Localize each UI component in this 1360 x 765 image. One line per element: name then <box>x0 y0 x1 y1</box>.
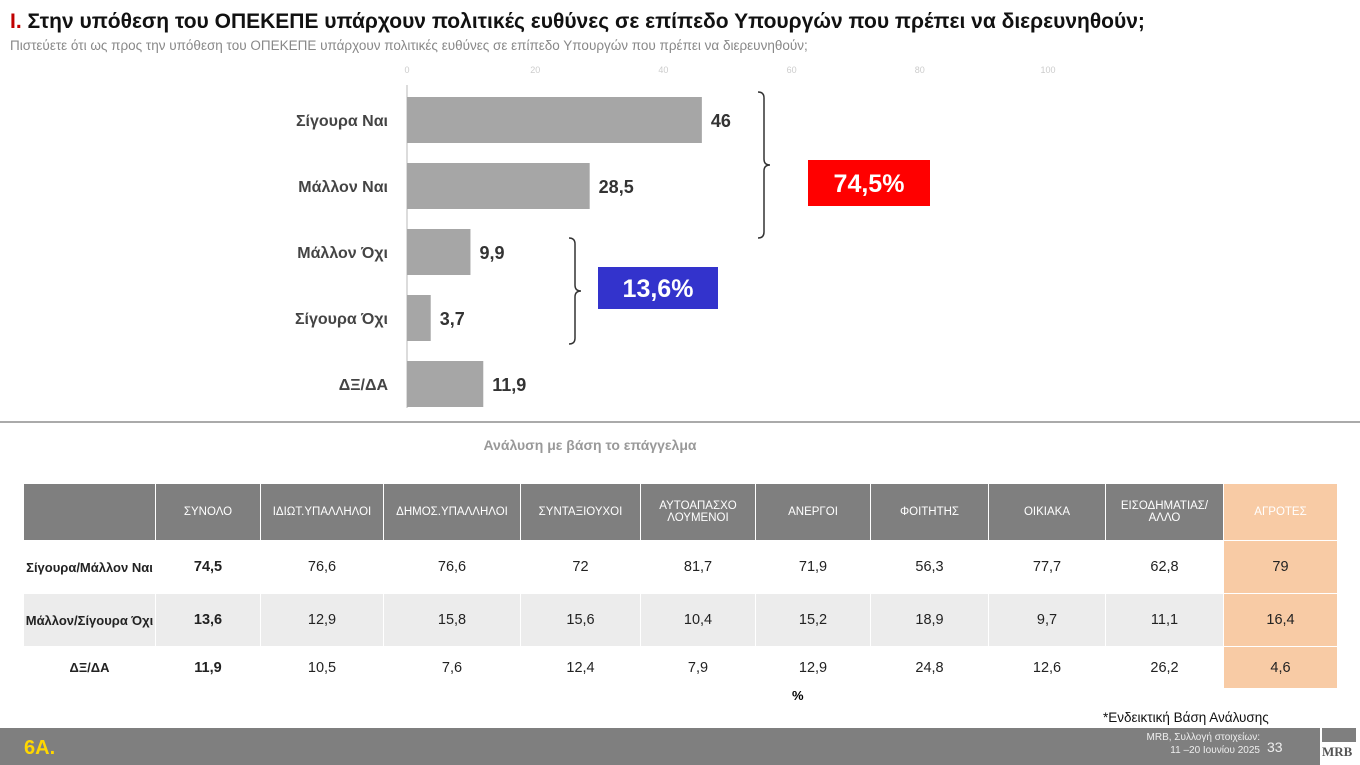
category-label: Σίγουρα Όχι <box>295 311 388 328</box>
table-row: Σίγουρα/Μάλλον Ναι 74,5 76,6 76,6 72 81,7 71,9… <box>23 540 1338 594</box>
data-label: 3,7 <box>440 309 465 329</box>
column-header: ΑΓΡΟΤΕΣ <box>1223 483 1338 541</box>
bracket <box>568 237 582 345</box>
category-label: ΔΞ/ΔΑ <box>339 377 389 394</box>
table-cell: 15,6 <box>520 593 641 647</box>
column-header: ΑΝΕΡΓΟΙ <box>755 483 871 541</box>
category-label: Σίγουρα Ναι <box>296 113 388 130</box>
breakdown-table: ΣΥΝΟΛΟ ΙΔΙΩΤ.ΥΠΑΛΛΗΛΟΙ ΔΗΜΟΣ.ΥΠΑΛΛΗΛΟΙ ΣΥΝΤ… <box>23 483 1338 689</box>
x-tick-label: 0 <box>404 65 409 75</box>
table-cell: 15,2 <box>755 593 871 647</box>
table-cell: 4,6 <box>1223 646 1338 689</box>
table-cell: 12,9 <box>755 646 871 689</box>
column-header: ΟΙΚΙΑΚΑ <box>988 483 1106 541</box>
mrb-logo: MRB <box>1322 728 1358 765</box>
column-header: ΔΗΜΟΣ.ΥΠΑΛΛΗΛΟΙ <box>383 483 521 541</box>
footer-bar <box>0 728 1320 765</box>
table-cell: 56,3 <box>870 540 989 594</box>
table-cell: 12,9 <box>260 593 384 647</box>
table-cell: 11,9 <box>155 646 261 689</box>
bar <box>407 163 590 209</box>
page-number: 33 <box>1267 739 1283 755</box>
table-cell: 11,1 <box>1105 593 1224 647</box>
unit-label: % <box>792 688 804 703</box>
table-row: Μάλλον/Σίγουρα Όχι 13,6 12,9 15,8 15,6 10,4 15… <box>23 593 1338 647</box>
data-label: 46 <box>711 111 731 131</box>
row-label: Μάλλον/Σίγουρα Όχι <box>23 593 156 647</box>
table-cell: 18,9 <box>870 593 989 647</box>
table-row: ΔΞ/ΔΑ 11,9 10,5 7,6 12,4 7,9 12,9 24,8 12,6 26,2 4… <box>23 646 1338 689</box>
column-header: ΙΔΙΩΤ.ΥΠΑΛΛΗΛΟΙ <box>260 483 384 541</box>
table-cell: 10,4 <box>640 593 756 647</box>
table-title: Ανάλυση με βάση το επάγγελμα <box>483 437 697 453</box>
footnote: *Ενδεικτική Βάση Ανάλυσης <box>1103 710 1269 725</box>
table-cell: 12,6 <box>988 646 1106 689</box>
column-header: ΦΟΙΤΗΤΗΣ <box>870 483 989 541</box>
x-tick-label: 40 <box>658 65 668 75</box>
total-box <box>808 160 930 206</box>
category-label: Μάλλον Ναι <box>298 179 388 196</box>
table-cell: 76,6 <box>260 540 384 594</box>
table-cell: 7,9 <box>640 646 756 689</box>
table-cell: 26,2 <box>1105 646 1224 689</box>
table-cell: 79 <box>1223 540 1338 594</box>
row-label: ΔΞ/ΔΑ <box>23 646 156 689</box>
bracket <box>757 91 771 239</box>
table-cell: 16,4 <box>1223 593 1338 647</box>
data-label: 9,9 <box>479 243 504 263</box>
x-tick-label: 80 <box>915 65 925 75</box>
column-header: ΕΙΣΟΔΗΜΑΤΙΑΣ/ ΑΛΛΟ <box>1105 483 1224 541</box>
source-note: MRB, Συλλογή στοιχείων: 11 –20 Ιουνίου 20… <box>1100 731 1260 757</box>
column-header: ΑΥΤΟΑΠΑΣΧΟ ΛΟΥΜΕΝΟΙ <box>640 483 756 541</box>
slide-number: 6Α. <box>24 737 56 759</box>
x-tick-label: 60 <box>787 65 797 75</box>
table-cell: 74,5 <box>155 540 261 594</box>
table-cell: 9,7 <box>988 593 1106 647</box>
column-header: ΣΥΝΤΑΞΙΟΥΧΟΙ <box>520 483 641 541</box>
bar <box>407 295 431 341</box>
source-dates: 11 –20 Ιουνίου 2025 <box>1170 745 1260 756</box>
row-label: Σίγουρα/Μάλλον Ναι <box>23 540 156 594</box>
column-header: ΣΥΝΟΛΟ <box>155 483 261 541</box>
subtitle: Πιστεύετε ότι ως προς την υπόθεση του ΟΠ… <box>10 38 808 53</box>
table-cell: 71,9 <box>755 540 871 594</box>
category-label: Μάλλον Όχι <box>297 245 388 262</box>
page-title: I. Στην υπόθεση του ΟΠΕΚΕΠΕ υπάρχουν πολ… <box>10 10 1145 34</box>
total-label: 74,5% <box>834 170 905 198</box>
total-box <box>598 267 718 309</box>
data-label: 28,5 <box>599 177 634 197</box>
data-label: 11,9 <box>492 375 526 395</box>
x-tick-label: 100 <box>1040 65 1055 75</box>
table-cell: 62,8 <box>1105 540 1224 594</box>
table-cell: 7,6 <box>383 646 521 689</box>
title-number: I. <box>10 10 22 33</box>
bar <box>407 97 702 143</box>
source-line: MRB, Συλλογή στοιχείων: <box>1146 732 1260 743</box>
bar-chart: 0 20 40 60 80 100 46 Σίγουρα Ναι 28,5 Μάλλον Ναι 9… <box>295 65 1056 408</box>
table-cell: 13,6 <box>155 593 261 647</box>
bar <box>407 361 484 407</box>
total-label: 13,6% <box>623 275 694 303</box>
table-cell: 24,8 <box>870 646 989 689</box>
table-cell: 76,6 <box>383 540 521 594</box>
column-header <box>23 483 156 541</box>
table-cell: 77,7 <box>988 540 1106 594</box>
table-cell: 12,4 <box>520 646 641 689</box>
table-cell: 10,5 <box>260 646 384 689</box>
x-tick-label: 20 <box>530 65 540 75</box>
title-text: Στην υπόθεση του ΟΠΕΚΕΠΕ υπάρχουν πολιτι… <box>27 10 1145 33</box>
table-cell: 72 <box>520 540 641 594</box>
table-cell: 81,7 <box>640 540 756 594</box>
bar <box>407 229 471 275</box>
divider <box>0 421 1360 423</box>
table-cell: 15,8 <box>383 593 521 647</box>
